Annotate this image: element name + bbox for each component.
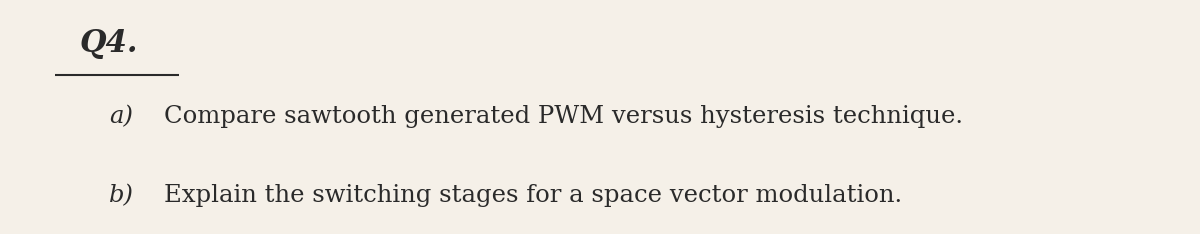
Text: b): b) — [109, 184, 134, 207]
Text: Q4.: Q4. — [79, 28, 138, 58]
Text: Compare sawtooth generated PWM versus hysteresis technique.: Compare sawtooth generated PWM versus hy… — [164, 106, 964, 128]
Text: Explain the switching stages for a space vector modulation.: Explain the switching stages for a space… — [164, 184, 902, 207]
Text: a): a) — [109, 106, 133, 128]
